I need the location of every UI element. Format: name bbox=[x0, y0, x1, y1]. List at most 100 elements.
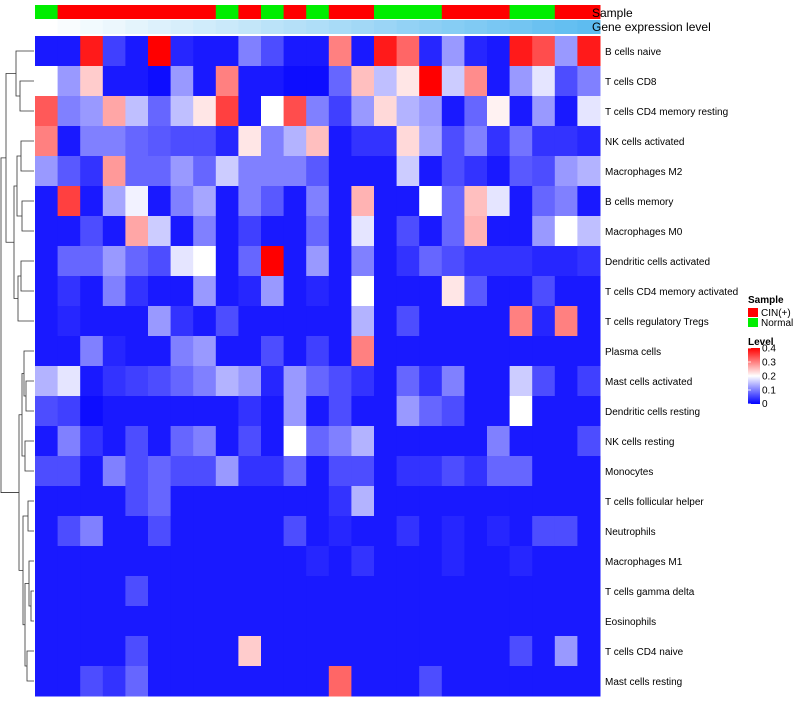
heatmap-cell bbox=[193, 246, 217, 277]
heatmap-cell bbox=[238, 276, 262, 307]
heatmap-cell bbox=[554, 576, 578, 607]
gene-expression-annotation-cell bbox=[57, 20, 81, 34]
heatmap-cell bbox=[464, 96, 488, 127]
heatmap-cell bbox=[509, 456, 533, 487]
heatmap-cell bbox=[283, 306, 307, 337]
gene-expression-annotation-cell bbox=[441, 20, 465, 34]
heatmap-cell bbox=[148, 36, 172, 67]
heatmap-cell bbox=[193, 606, 217, 637]
legend-sample-label: Normal bbox=[761, 318, 793, 329]
heatmap-cell bbox=[577, 276, 601, 307]
heatmap-cell bbox=[102, 516, 126, 547]
heatmap-cell bbox=[193, 426, 217, 457]
heatmap-cell bbox=[57, 516, 81, 547]
sample-annotation-cell bbox=[80, 5, 104, 19]
heatmap-cell bbox=[261, 246, 285, 277]
row-label: Dendritic cells resting bbox=[605, 407, 700, 418]
heatmap-cell bbox=[487, 156, 511, 187]
heatmap-cell bbox=[148, 246, 172, 277]
heatmap-cell bbox=[193, 456, 217, 487]
heatmap-cell bbox=[57, 246, 81, 277]
heatmap-cell bbox=[125, 546, 149, 577]
heatmap-cell bbox=[102, 426, 126, 457]
heatmap-cell bbox=[102, 396, 126, 427]
heatmap-cell bbox=[351, 516, 375, 547]
heatmap-cell bbox=[396, 426, 420, 457]
heatmap-cell bbox=[509, 306, 533, 337]
heatmap-cell bbox=[509, 636, 533, 667]
heatmap-cell bbox=[328, 486, 352, 517]
heatmap-cell bbox=[577, 186, 601, 217]
heatmap-cell bbox=[328, 456, 352, 487]
heatmap-cell bbox=[328, 336, 352, 367]
heatmap-cell bbox=[102, 276, 126, 307]
heatmap-cell bbox=[261, 126, 285, 157]
heatmap-cell bbox=[487, 126, 511, 157]
heatmap-cell bbox=[125, 276, 149, 307]
heatmap-cell bbox=[532, 486, 556, 517]
heatmap-cell bbox=[487, 186, 511, 217]
heatmap-cell bbox=[487, 516, 511, 547]
heatmap-cell bbox=[328, 666, 352, 697]
heatmap-cell bbox=[419, 576, 443, 607]
heatmap-cell bbox=[396, 66, 420, 97]
heatmap-cell bbox=[328, 396, 352, 427]
heatmap-cell bbox=[554, 486, 578, 517]
heatmap-cell bbox=[351, 306, 375, 337]
heatmap-cell bbox=[577, 66, 601, 97]
heatmap-cell bbox=[396, 366, 420, 397]
row-label: Mast cells resting bbox=[605, 677, 682, 688]
gene-expression-annotation-cell bbox=[487, 20, 511, 34]
heatmap-cell bbox=[148, 486, 172, 517]
heatmap-cell bbox=[148, 546, 172, 577]
heatmap-cell bbox=[374, 126, 398, 157]
heatmap-cell bbox=[487, 426, 511, 457]
heatmap-cell bbox=[57, 396, 81, 427]
heatmap-cell bbox=[148, 396, 172, 427]
heatmap-cell bbox=[396, 336, 420, 367]
heatmap-cell bbox=[283, 486, 307, 517]
row-dendrogram bbox=[0, 50, 34, 682]
heatmap-cell bbox=[441, 606, 465, 637]
heatmap-cell bbox=[215, 426, 239, 457]
heatmap-cell bbox=[306, 246, 330, 277]
heatmap-cell bbox=[487, 336, 511, 367]
heatmap-cell bbox=[577, 456, 601, 487]
heatmap-cell bbox=[419, 36, 443, 67]
heatmap-cell bbox=[554, 606, 578, 637]
heatmap-cell bbox=[351, 156, 375, 187]
dendrogram-link bbox=[25, 380, 34, 412]
heatmap-cell bbox=[193, 186, 217, 217]
heatmap-cell bbox=[261, 96, 285, 127]
heatmap-cell bbox=[238, 366, 262, 397]
heatmap-cell bbox=[577, 216, 601, 247]
heatmap-cell bbox=[374, 246, 398, 277]
heatmap-cell bbox=[261, 486, 285, 517]
heatmap-cell bbox=[125, 306, 149, 337]
heatmap-cell bbox=[35, 426, 59, 457]
legend-level-tick-label: 0.4 bbox=[762, 344, 776, 355]
heatmap-cell bbox=[148, 216, 172, 247]
heatmap-cell bbox=[464, 576, 488, 607]
heatmap-cell bbox=[396, 276, 420, 307]
heatmap-cell bbox=[238, 396, 262, 427]
heatmap-cell bbox=[532, 306, 556, 337]
heatmap-cell bbox=[57, 36, 81, 67]
heatmap-cell bbox=[419, 126, 443, 157]
heatmap-cell bbox=[374, 396, 398, 427]
heatmap-cell bbox=[464, 276, 488, 307]
gene-expression-annotation-cell bbox=[283, 20, 307, 34]
heatmap-cell bbox=[419, 486, 443, 517]
heatmap-cell bbox=[306, 576, 330, 607]
heatmap-cell bbox=[441, 636, 465, 667]
sample-annotation-cell bbox=[487, 5, 511, 19]
gene-expression-annotation-cell bbox=[238, 20, 262, 34]
heatmap-cell bbox=[577, 36, 601, 67]
row-label: B cells naive bbox=[605, 47, 662, 58]
heatmap-cell bbox=[170, 516, 194, 547]
heatmap-cell bbox=[441, 486, 465, 517]
heatmap-cell bbox=[554, 516, 578, 547]
heatmap-cell bbox=[351, 216, 375, 247]
heatmap-cell bbox=[419, 426, 443, 457]
heatmap-cell bbox=[351, 426, 375, 457]
